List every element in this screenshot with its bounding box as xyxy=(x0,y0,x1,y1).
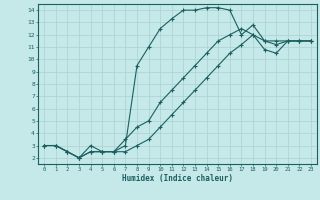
X-axis label: Humidex (Indice chaleur): Humidex (Indice chaleur) xyxy=(122,174,233,183)
